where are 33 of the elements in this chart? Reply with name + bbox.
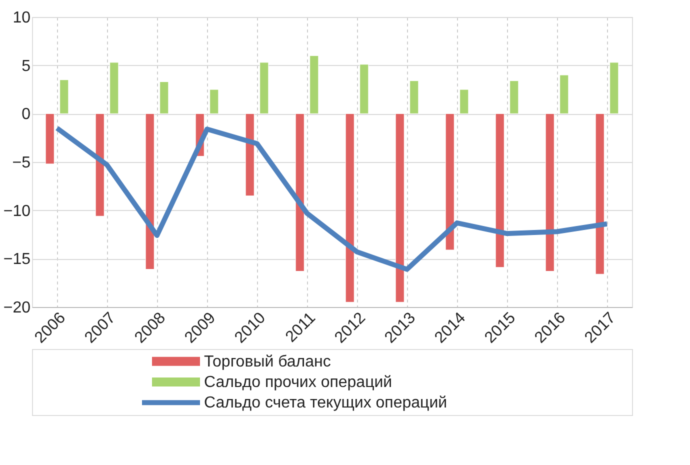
bar bbox=[245, 113, 254, 196]
bar bbox=[360, 64, 369, 114]
y-tick-label: −15 bbox=[3, 251, 31, 268]
bar bbox=[460, 89, 469, 114]
bar bbox=[445, 113, 454, 250]
bar bbox=[145, 113, 154, 270]
y-tick-label: 0 bbox=[22, 106, 31, 124]
legend-label: Торговый баланс bbox=[204, 353, 331, 370]
bar bbox=[60, 80, 69, 114]
bar bbox=[95, 113, 104, 216]
bar bbox=[345, 113, 354, 302]
bar bbox=[595, 113, 604, 274]
bar bbox=[45, 113, 54, 164]
y-tick-label: 5 bbox=[22, 58, 31, 75]
bar bbox=[495, 113, 504, 268]
bar bbox=[610, 62, 619, 114]
y-tick-label: −20 bbox=[3, 300, 31, 316]
y-tick-label: −5 bbox=[12, 154, 31, 172]
bar bbox=[545, 113, 554, 272]
y-tick-label: −10 bbox=[3, 202, 31, 220]
bar bbox=[295, 113, 304, 272]
bar bbox=[310, 55, 319, 114]
bar bbox=[560, 74, 569, 114]
bar bbox=[260, 62, 269, 114]
bar bbox=[410, 80, 419, 114]
legend-label: Сальдо прочих операций bbox=[204, 374, 392, 391]
bar bbox=[110, 62, 119, 114]
y-tick-label: 10 bbox=[12, 10, 31, 26]
bar bbox=[160, 82, 169, 114]
bar bbox=[510, 80, 519, 114]
bar bbox=[210, 89, 219, 114]
bar bbox=[395, 113, 404, 302]
legend-label: Сальдо счета текущих операций bbox=[204, 394, 448, 412]
